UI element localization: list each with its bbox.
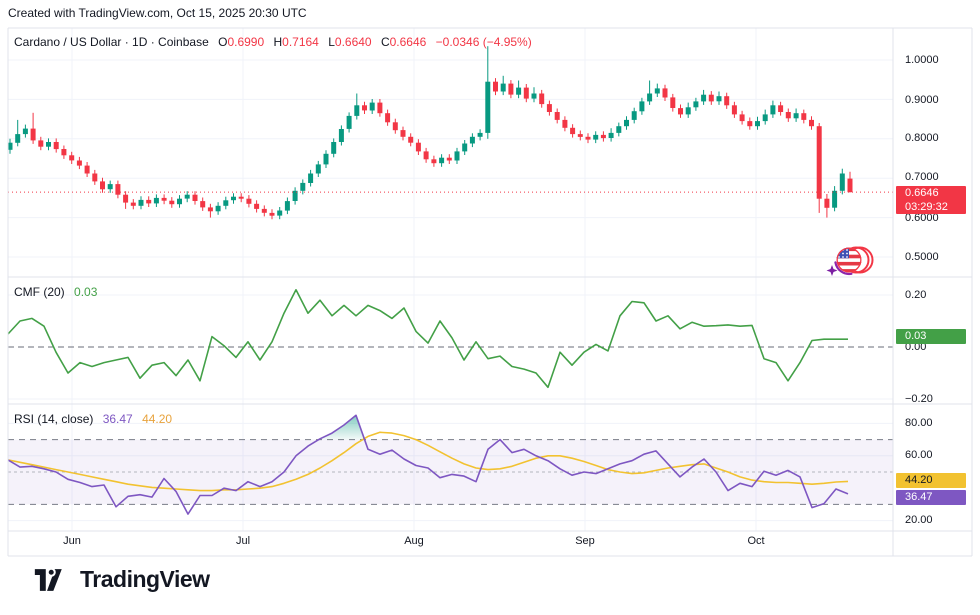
cmf-value-badge: 0.03 (896, 329, 966, 344)
month-label-aug: Aug (404, 535, 424, 547)
rsi-line (7, 414, 849, 515)
price-tick-0.9000: 0.9000 (905, 94, 939, 106)
attribution-text: Created with TradingView.com, Oct 15, 20… (8, 6, 307, 20)
cmf-legend-value: 0.03 (74, 285, 98, 299)
month-label-oct: Oct (747, 535, 765, 547)
cmf-legend-row[interactable]: CMF (20) 0.03 (14, 284, 97, 300)
rsi-legend-row[interactable]: RSI (14, close) 36.47 44.20 (14, 411, 172, 427)
tradingview-logo-text: TradingView (80, 566, 210, 592)
tradingview-logo-icon (34, 567, 62, 591)
rsi-legend-title: RSI (14, close) (14, 412, 94, 426)
low-value: 0.6640 (334, 35, 372, 49)
open-label: O (218, 35, 228, 49)
bar-countdown: 03:29:32 (905, 201, 948, 213)
symbol-legend-row[interactable]: Cardano / US Dollar · 1D · Coinbase O0.6… (14, 34, 532, 50)
change-value: −0.0346 (−4.95%) (435, 35, 532, 49)
month-label-sep: Sep (575, 535, 595, 547)
price-tick-1.0000: 1.0000 (905, 54, 939, 66)
rsi-value-badge: 36.47 (896, 490, 966, 505)
month-label-jul: Jul (235, 535, 251, 547)
close-label: C (380, 35, 390, 49)
symbol-title: Cardano / US Dollar · 1D · Coinbase (14, 35, 209, 49)
pane-frame (7, 27, 973, 557)
open-value: 0.6990 (227, 35, 265, 49)
flag-watermark (826, 244, 876, 283)
last-price-badge-value: 0.6646 (905, 187, 939, 199)
price-tick-0.6000: 0.6000 (905, 212, 939, 224)
rsi-legend-value: 36.47 (102, 412, 133, 426)
rsi-ma-legend-value: 44.20 (142, 412, 173, 426)
close-value: 0.6646 (389, 35, 427, 49)
high-label: H (273, 35, 283, 49)
last-price-badge: 0.6646 03:29:32 (896, 186, 966, 214)
low-label: L (328, 35, 335, 49)
cmf-tick-0.00: 0.00 (905, 341, 927, 353)
flag-watermark-icon (826, 246, 874, 276)
cmf-legend-title: CMF (20) (14, 285, 65, 299)
candles-series (7, 46, 853, 220)
month-label-jun: Jun (63, 535, 81, 547)
high-value: 0.7164 (282, 35, 319, 49)
rsi-ma-badge: 44.20 (896, 473, 966, 488)
rsi-tick-60.00: 60.00 (905, 449, 933, 461)
rsi-band-fill (8, 439, 893, 505)
cmf-tick-0.20: 0.20 (905, 289, 927, 301)
rsi-tick-80.00: 80.00 (905, 417, 933, 429)
cmf-line (7, 288, 848, 389)
rsi-ma-line (7, 431, 849, 492)
grid-lines (8, 28, 893, 531)
price-tick-0.8000: 0.8000 (905, 132, 939, 144)
cmf-tick--0.20: −0.20 (905, 393, 933, 405)
rsi-tick-20.00: 20.00 (905, 514, 933, 526)
price-tick-0.5000: 0.5000 (905, 251, 939, 263)
price-tick-0.7000: 0.7000 (905, 171, 939, 183)
tradingview-logo[interactable]: TradingView (34, 566, 210, 593)
